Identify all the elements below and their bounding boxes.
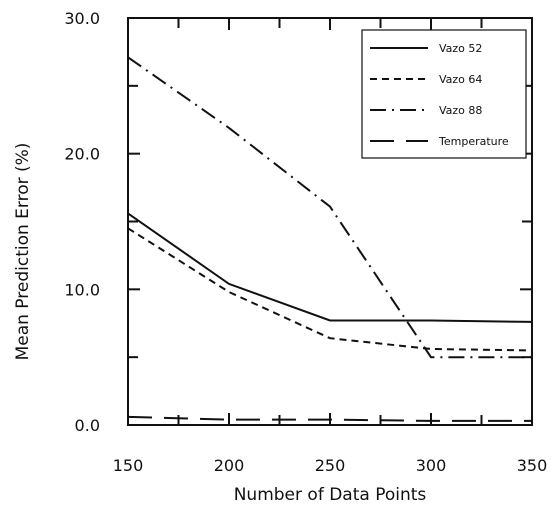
series-line-vazo-52 <box>127 212 533 323</box>
legend-label: Vazo 64 <box>439 73 482 86</box>
y-axis-title: Mean Prediction Error (%) <box>13 143 33 361</box>
legend: Vazo 52 Vazo 64 Vazo 88 Temperature <box>361 29 527 159</box>
series-line-vazo-88 <box>127 56 532 359</box>
x-tick-label: 250 <box>315 456 346 475</box>
axes: 0.0 10.0 20.0 30.0 150 200 250 300 350 <box>64 9 547 475</box>
legend-label: Temperature <box>438 135 509 148</box>
x-tick-label: 200 <box>214 456 245 475</box>
y-tick-label: 20.0 <box>64 145 100 164</box>
x-tick-label: 350 <box>517 456 548 475</box>
legend-box <box>361 29 527 159</box>
series-line-vazo-64 <box>127 227 533 352</box>
y-tick-label: 0.0 <box>75 416 100 435</box>
series-lines <box>127 56 533 422</box>
legend-label: Vazo 52 <box>439 42 482 55</box>
y-tick-label: 30.0 <box>64 9 100 28</box>
x-axis-title: Number of Data Points <box>234 485 427 505</box>
x-tick-label: 150 <box>113 456 144 475</box>
y-tick-label: 10.0 <box>64 280 100 299</box>
legend-label: Vazo 88 <box>439 104 482 117</box>
series-line-temperature <box>127 415 532 422</box>
x-tick-label: 300 <box>416 456 447 475</box>
